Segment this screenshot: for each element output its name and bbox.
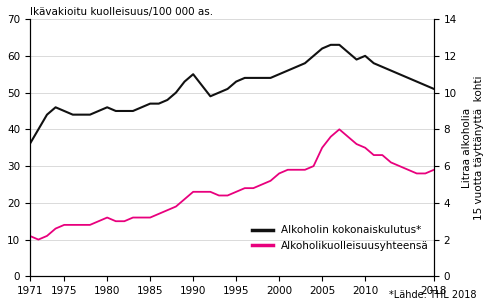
Text: Ikävakioitu kuolleisuus/100 000 as.: Ikävakioitu kuolleisuus/100 000 as. [30,7,213,17]
Legend: Alkoholin kokonaiskulutus*, Alkoholikuolleisuusyhteensä: Alkoholin kokonaiskulutus*, Alkoholikuol… [252,225,429,251]
Y-axis label: Litraa alkoholia
15 vuotta täyttänyttä  kohti: Litraa alkoholia 15 vuotta täyttänyttä k… [463,75,484,220]
Text: *Lähde: THL 2018: *Lähde: THL 2018 [389,290,476,300]
